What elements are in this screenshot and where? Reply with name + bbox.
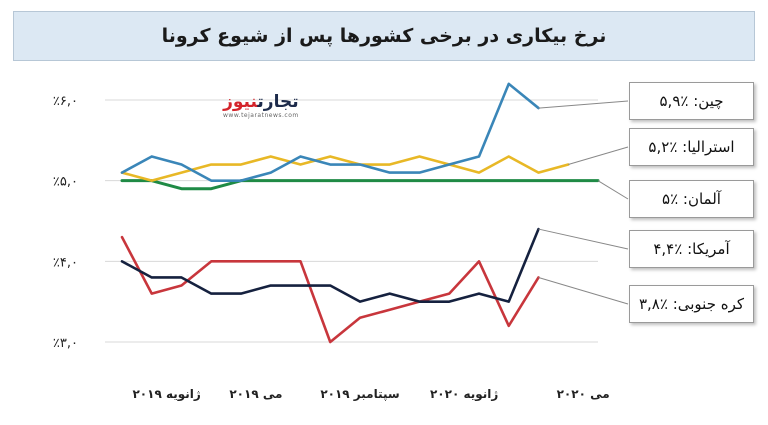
callout-label-germany: آلمان: ٪۵ bbox=[662, 190, 721, 208]
x-tick-label-0: ژانویه ۲۰۱۹ bbox=[132, 387, 200, 402]
y-axis-ticks: ٪۳,۰ ٪۴,۰ ٪۵,۰ ٪۶,۰ bbox=[53, 94, 78, 351]
callout-germany: آلمان: ٪۵ bbox=[629, 180, 754, 218]
series-lines bbox=[120, 82, 600, 344]
x-tick-label-3: ژانویه ۲۰۲۰ bbox=[430, 387, 498, 402]
leader-line-usa bbox=[538, 228, 629, 250]
y-tick-label-3: ٪۶,۰ bbox=[53, 94, 78, 109]
callout-label-korea: کره جنوبی: ٪۳,۸ bbox=[638, 295, 745, 313]
x-tick-label-1: می ۲۰۱۹ bbox=[229, 387, 282, 401]
callout-leaders bbox=[538, 100, 629, 305]
y-tick-label-1: ٪۴,۰ bbox=[53, 255, 78, 270]
callout-korea: کره جنوبی: ٪۳,۸ bbox=[629, 285, 754, 323]
grid-lines bbox=[105, 99, 598, 343]
callout-label-australia: استرالیا: ٪۵,۲ bbox=[648, 138, 735, 156]
y-tick-label-0: ٪۳,۰ bbox=[53, 336, 78, 351]
chart-title: نرخ بیکاری در برخی کشورها پس از شیوع کرو… bbox=[161, 25, 607, 47]
logo-brand-part2: نیوز bbox=[223, 92, 258, 112]
leader-line-germany bbox=[597, 180, 629, 200]
x-tick-label-4: می ۲۰۲۰ bbox=[557, 387, 610, 401]
callout-china: چین: ٪۵,۹ bbox=[629, 82, 754, 120]
logo-wordmark: تجارتنیوز bbox=[223, 92, 299, 112]
logo-url: www.tejaratnews.com bbox=[223, 112, 299, 119]
callout-usa: آمریکا: ٪۴,۴ bbox=[629, 230, 754, 268]
x-tick-label-2: سپتامبر ۲۰۱۹ bbox=[320, 387, 399, 401]
series-line-australia bbox=[120, 155, 570, 182]
series-line-china bbox=[120, 82, 540, 182]
chart-title-box: نرخ بیکاری در برخی کشورها پس از شیوع کرو… bbox=[13, 11, 755, 61]
logo-brand-part1: تجارت bbox=[257, 92, 299, 112]
tejaratnews-logo: تجارتنیوز www.tejaratnews.com bbox=[223, 92, 299, 119]
leader-line-korea bbox=[538, 276, 629, 305]
x-axis-ticks: ژانویه ۲۰۱۹ می ۲۰۱۹ سپتامبر ۲۰۱۹ ژانویه ۲۰۲… bbox=[132, 387, 609, 402]
y-tick-label-2: ٪۵,۰ bbox=[53, 175, 78, 190]
series-line-korea bbox=[120, 235, 540, 344]
leader-line-australia bbox=[568, 146, 629, 166]
callout-label-china: چین: ٪۵,۹ bbox=[659, 92, 724, 110]
callout-label-usa: آمریکا: ٪۴,۴ bbox=[653, 240, 730, 258]
series-line-germany bbox=[120, 179, 600, 191]
series-line-usa bbox=[120, 227, 540, 303]
leader-line-china bbox=[538, 100, 629, 109]
callout-australia: استرالیا: ٪۵,۲ bbox=[629, 128, 754, 166]
